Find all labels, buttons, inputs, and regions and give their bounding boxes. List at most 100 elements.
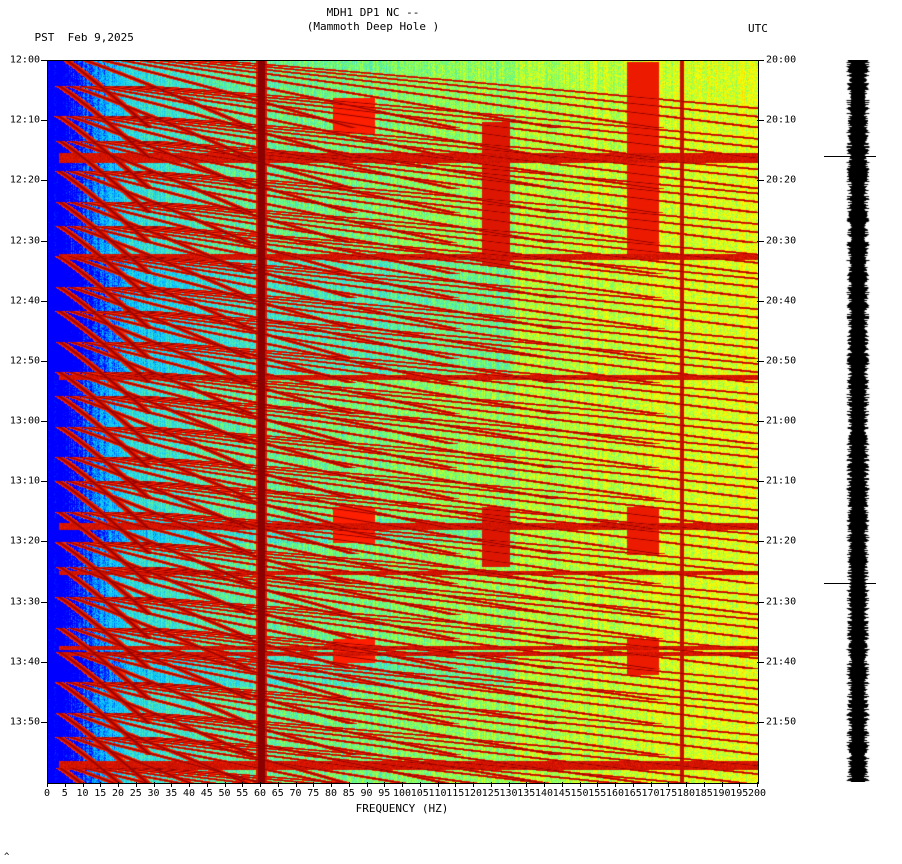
x-tick-label: 90 bbox=[360, 788, 373, 799]
y-axis-left-ticks bbox=[41, 60, 47, 784]
corner-glyph: ^ bbox=[4, 852, 10, 862]
x-tick bbox=[348, 782, 350, 787]
x-axis-title: FREQUENCY (HZ) bbox=[355, 802, 449, 815]
y-tick-left bbox=[41, 481, 47, 483]
x-tick-label: 185 bbox=[694, 788, 713, 799]
x-tick bbox=[473, 782, 474, 787]
y-axis-right-ticks bbox=[757, 60, 764, 784]
y-tick-label-left: 13:30 bbox=[9, 596, 40, 607]
x-tick bbox=[721, 782, 723, 787]
x-tick-label: 175 bbox=[659, 788, 678, 799]
y-tick-left bbox=[41, 661, 47, 663]
y-tick-label-right: 20:30 bbox=[766, 235, 797, 246]
station-subtitle: (Mammoth Deep Hole ) bbox=[306, 20, 440, 33]
x-axis-ticks bbox=[47, 782, 759, 788]
y-tick-label-left: 12:40 bbox=[9, 295, 40, 307]
y-tick-left bbox=[41, 541, 47, 543]
x-tick-label: 105 bbox=[410, 788, 429, 799]
x-tick-label: 60 bbox=[253, 788, 267, 799]
x-tick-label: 140 bbox=[534, 788, 554, 799]
y-tick-label-left: 13:50 bbox=[9, 716, 40, 728]
x-tick bbox=[419, 782, 421, 787]
x-tick-label: 25 bbox=[129, 788, 142, 799]
y-tick-left bbox=[41, 180, 47, 182]
x-tick bbox=[82, 782, 84, 787]
x-tick-label: 150 bbox=[570, 788, 589, 799]
x-tick bbox=[331, 782, 332, 787]
x-tick-label: 180 bbox=[676, 788, 696, 799]
x-tick-label: 45 bbox=[200, 788, 213, 799]
y-tick-right bbox=[757, 541, 764, 543]
x-tick bbox=[366, 782, 368, 787]
x-tick-label: 20 bbox=[111, 788, 125, 799]
x-tick bbox=[757, 782, 758, 787]
x-tick bbox=[490, 782, 492, 787]
x-tick bbox=[686, 782, 687, 787]
x-tick-label: 125 bbox=[481, 788, 500, 799]
x-tick bbox=[437, 782, 439, 787]
x-tick-label: 70 bbox=[289, 788, 302, 799]
x-tick bbox=[313, 782, 315, 787]
x-axis-tick-labels: 0 5 10 15 20 25 30 35 40 45 50 55 60 65 70 75 80 85 90 95 10… bbox=[0, 788, 902, 802]
x-tick bbox=[189, 782, 190, 787]
y-tick-label-right: 21:40 bbox=[766, 656, 797, 668]
y-tick-label-right: 20:20 bbox=[766, 174, 797, 186]
x-tick bbox=[277, 782, 279, 787]
y-tick-left bbox=[41, 120, 47, 122]
y-tick-label-right: 20:50 bbox=[766, 355, 797, 367]
station-title: MDH1 DP1 NC -- bbox=[326, 6, 420, 19]
y-tick-left bbox=[41, 721, 47, 723]
y-tick-left bbox=[41, 60, 47, 61]
x-tick bbox=[650, 782, 652, 787]
x-tick bbox=[615, 782, 616, 787]
seismic-trace-canvas bbox=[840, 60, 876, 782]
x-tick-label: 5 bbox=[61, 788, 68, 799]
x-tick bbox=[668, 782, 670, 787]
x-tick-label: 35 bbox=[165, 788, 178, 799]
y-tick-right bbox=[757, 661, 764, 663]
x-tick-label: 120 bbox=[463, 788, 483, 799]
y-tick-label-right: 20:00 bbox=[766, 54, 797, 66]
y-tick-right bbox=[757, 180, 764, 182]
x-tick bbox=[632, 782, 634, 787]
y-tick-left bbox=[41, 300, 47, 302]
x-tick-label: 85 bbox=[342, 788, 355, 799]
x-tick-label: 195 bbox=[730, 788, 749, 799]
x-tick bbox=[544, 782, 545, 787]
x-tick-label: 10 bbox=[76, 788, 89, 799]
x-tick-label: 65 bbox=[271, 788, 284, 799]
x-tick-label: 95 bbox=[378, 788, 391, 799]
x-tick bbox=[171, 782, 173, 787]
x-tick-label: 0 bbox=[43, 788, 51, 799]
x-tick-label: 110 bbox=[428, 788, 447, 799]
x-tick bbox=[118, 782, 119, 787]
x-tick bbox=[100, 782, 102, 787]
spectrogram-plot[interactable] bbox=[47, 60, 759, 784]
seismic-trace-strip bbox=[824, 60, 876, 782]
x-tick-label: 145 bbox=[552, 788, 571, 799]
y-tick-label-right: 20:10 bbox=[766, 114, 797, 126]
x-tick bbox=[224, 782, 226, 787]
y-axis-left-labels: 12:00 12:10 12:20 12:30 12:40 12:50 13:00 13:10… bbox=[0, 55, 40, 784]
y-tick-label-left: 13:00 bbox=[9, 415, 40, 427]
x-tick-label: 190 bbox=[712, 788, 731, 799]
spectrogram-canvas bbox=[48, 61, 758, 783]
x-tick-label: 115 bbox=[446, 788, 465, 799]
x-tick-label: 50 bbox=[218, 788, 231, 799]
x-tick-label: 155 bbox=[588, 788, 607, 799]
y-tick-left bbox=[41, 360, 47, 362]
x-tick bbox=[260, 782, 261, 787]
y-tick-label-right: 21:10 bbox=[766, 475, 797, 487]
timezone-left-label: PST bbox=[34, 31, 55, 44]
x-tick bbox=[384, 782, 386, 787]
x-tick-label: 160 bbox=[605, 788, 625, 799]
y-tick-right bbox=[757, 721, 764, 723]
x-tick bbox=[295, 782, 297, 787]
x-tick-label: 135 bbox=[517, 788, 536, 799]
x-tick bbox=[455, 782, 457, 787]
y-tick-label-left: 12:30 bbox=[9, 235, 40, 246]
x-tick-label: 40 bbox=[182, 788, 196, 799]
date-label: Feb 9,2025 bbox=[67, 31, 134, 44]
x-tick-label: 130 bbox=[499, 788, 518, 799]
